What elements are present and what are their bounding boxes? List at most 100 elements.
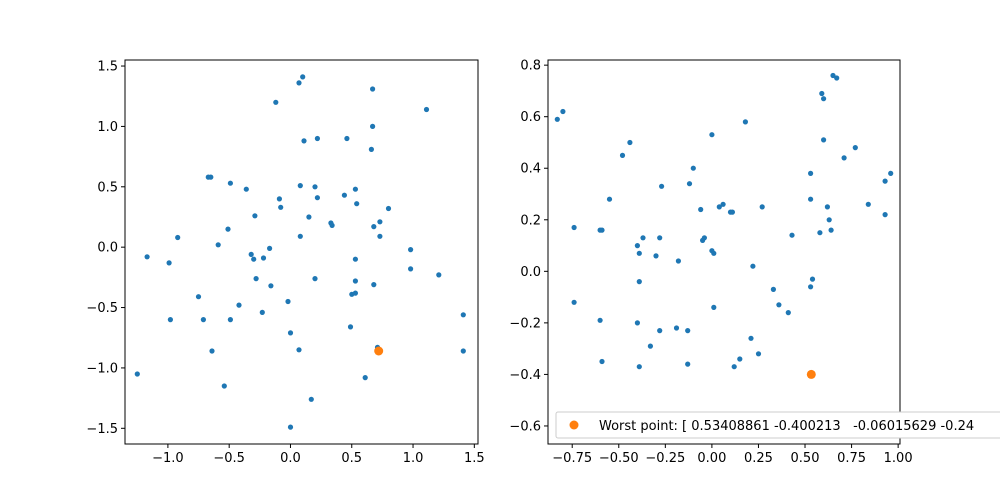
right-scatter-panel: −0.75 −0.50 −0.25 0.00 0.25 0.50 0.75 1.00 −0.6 −… [509, 59, 912, 466]
x-tick-label: 0.5 [341, 451, 362, 466]
y-tick-label: 0.4 [520, 162, 541, 177]
data-point [349, 291, 355, 297]
data-point [690, 165, 696, 171]
x-tick-label: 0.00 [697, 451, 726, 466]
data-point [370, 123, 376, 129]
data-point [253, 276, 259, 282]
data-point [824, 204, 831, 210]
data-point [686, 181, 693, 187]
left-scatter-panel: −1.0 −0.5 0.0 0.5 1.0 1.5 −1.5 −1.0 −0.5 0.0 0.5 1.… [86, 59, 485, 466]
data-point [306, 214, 312, 220]
data-point [636, 250, 642, 256]
y-tick-label: −1.0 [86, 361, 118, 376]
data-point [720, 201, 726, 207]
y-tick-label: 1.5 [97, 60, 118, 75]
data-point [144, 254, 150, 260]
data-point [267, 245, 273, 251]
data-point [221, 383, 227, 389]
data-point [673, 325, 680, 331]
data-point [296, 80, 302, 86]
x-tick-label: 1.0 [403, 451, 424, 466]
data-point [287, 424, 294, 430]
data-point [785, 310, 791, 316]
y-tick-label: 1.0 [97, 120, 118, 135]
data-point [834, 75, 840, 81]
data-point [377, 233, 383, 239]
data-point [750, 263, 756, 269]
data-point [647, 343, 654, 349]
data-point [385, 205, 392, 212]
x-tick-label: 0.75 [837, 451, 866, 466]
data-point [882, 178, 888, 184]
axes-frame [124, 59, 479, 445]
data-point [408, 247, 414, 253]
y-tick-label: −0.2 [509, 316, 541, 331]
worst-point [806, 369, 816, 379]
data-point [362, 375, 368, 381]
data-point [195, 294, 202, 300]
data-point [371, 224, 377, 230]
data-point [296, 347, 302, 353]
data-point [134, 371, 140, 377]
data-point [852, 145, 858, 151]
data-point [698, 206, 704, 213]
data-point [268, 283, 274, 289]
data-point [865, 201, 871, 207]
legend-marker [569, 420, 579, 430]
data-point [685, 328, 691, 334]
data-point [370, 86, 376, 92]
data-point [554, 116, 560, 122]
y-tick-label: 0.2 [520, 213, 541, 228]
legend: Worst point: [ 0.53408861 -0.400213 -0.0… [555, 411, 1000, 439]
x-tick-label: 0.0 [280, 451, 301, 466]
data-point [888, 170, 894, 176]
data-point [675, 258, 682, 264]
data-point [368, 146, 374, 152]
data-point [634, 243, 641, 249]
data-point [227, 180, 233, 186]
data-point [657, 328, 663, 334]
data-point [808, 170, 814, 176]
data-point [300, 74, 306, 80]
data-point [423, 106, 430, 113]
data-point [205, 174, 211, 180]
y-tick-label: 0.6 [520, 110, 541, 125]
data-point [597, 317, 603, 323]
data-point [729, 209, 736, 215]
data-point [657, 235, 663, 241]
legend-label: Worst point: [ 0.53408861 -0.400213 -0.0… [599, 419, 974, 434]
data-point [354, 201, 360, 207]
data-point [571, 224, 577, 231]
data-point [248, 251, 254, 257]
data-point [809, 276, 816, 282]
data-point [828, 227, 834, 233]
data-point [776, 302, 782, 308]
data-point [709, 132, 715, 138]
data-point [436, 272, 442, 278]
data-point [731, 364, 737, 370]
data-point [759, 204, 765, 210]
data-point [175, 234, 181, 241]
data-point [817, 230, 823, 236]
data-point [711, 304, 717, 310]
data-point [329, 222, 335, 228]
y-tick-label: 0.8 [520, 59, 541, 74]
data-point [748, 335, 754, 341]
y-tick-label: 0.0 [97, 241, 118, 256]
data-point [252, 213, 258, 219]
data-point [627, 139, 633, 146]
data-point [352, 278, 358, 284]
data-point [882, 212, 888, 218]
data-point [278, 204, 284, 210]
y-tick-label: 0.0 [520, 265, 541, 280]
data-point [314, 195, 320, 201]
y-tick-label: −0.5 [86, 301, 118, 316]
data-point [209, 348, 215, 354]
data-point [260, 255, 267, 261]
data-point [312, 276, 318, 282]
data-point [251, 256, 257, 262]
axes-frame [547, 59, 901, 445]
data-point [808, 196, 814, 202]
data-point [166, 260, 172, 266]
data-point [460, 312, 466, 318]
